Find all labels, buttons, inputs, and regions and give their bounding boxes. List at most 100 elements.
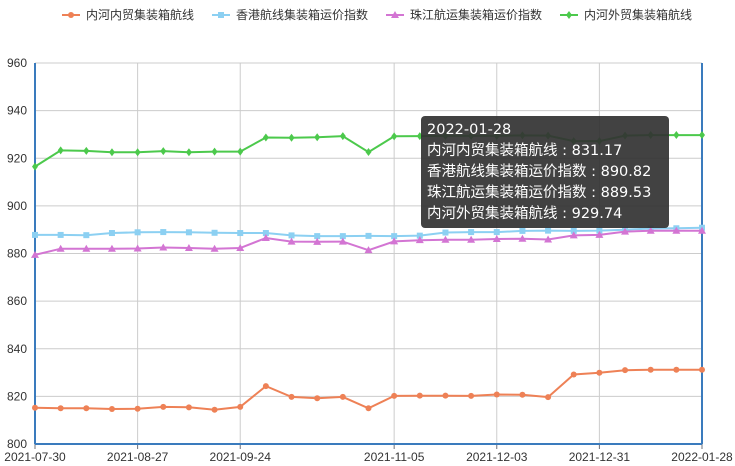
legend-item[interactable]: 珠江航运集装箱运价指数 [386,7,542,22]
data-point [56,244,65,252]
y-tick-label: 840 [7,342,27,356]
data-point [159,243,168,251]
data-point [134,405,141,412]
data-point [339,132,346,141]
x-tick-label: 2021-09-24 [210,450,272,464]
data-point [545,394,552,401]
tooltip-line: 内河外贸集装箱航线 : 929.74 [427,206,623,222]
data-point [237,230,244,237]
data-point [364,246,373,254]
series-0 [32,366,705,413]
data-point [185,404,192,411]
data-point [468,392,475,399]
data-point [160,147,167,156]
data-point [32,162,38,171]
data-point [108,148,115,157]
y-tick-label: 820 [7,389,27,403]
data-point [211,147,218,156]
legend-label: 香港航线集装箱运价指数 [236,7,368,22]
tooltip-line: 内河内贸集装箱航线 : 831.17 [427,143,623,159]
data-point [699,366,705,373]
data-point [390,237,399,245]
legend-item[interactable]: 内河外贸集装箱航线 [560,7,692,22]
data-point [339,393,346,400]
data-point [365,148,372,157]
data-point [262,230,269,237]
x-tick-label: 2021-11-05 [364,450,425,464]
data-point [83,405,90,412]
data-point [287,237,296,245]
x-tick-label: 2021-07-30 [4,450,66,464]
data-point [566,11,572,19]
data-point [338,237,347,245]
data-point [57,231,64,238]
data-point [288,133,295,142]
data-point [442,392,449,399]
data-point [467,235,476,243]
data-point [442,229,449,236]
data-point [314,133,321,142]
data-point [570,227,577,234]
data-point [83,232,90,239]
legend-item[interactable]: 香港航线集装箱运价指数 [212,7,368,22]
data-point [57,405,64,412]
data-point [185,148,192,157]
data-point [391,132,398,141]
data-point [57,146,64,155]
data-point [314,233,321,240]
data-point [237,403,244,410]
data-point [391,11,399,18]
data-point [570,371,577,378]
data-point [210,244,219,252]
y-tick-label: 920 [7,151,27,165]
data-point [545,227,552,234]
data-point [83,146,90,155]
data-point [185,229,192,236]
data-point [468,229,475,236]
data-point [108,405,115,412]
data-point [415,236,424,244]
y-tick-label: 940 [7,104,27,118]
data-point [544,235,553,243]
legend[interactable]: 内河内贸集装箱航线 香港航线集装箱运价指数 珠江航运集装箱运价指数 内河外贸集装箱航线 [62,7,692,22]
data-point [622,367,629,374]
data-point [313,237,322,245]
data-point [134,229,141,236]
data-point [160,403,167,410]
data-point [82,244,91,252]
data-point [134,148,141,157]
data-point [288,232,295,239]
data-point [262,383,269,390]
data-point [288,393,295,400]
data-point [236,244,245,252]
data-point [646,226,655,234]
data-point [314,395,321,402]
data-point [596,369,603,376]
legend-item[interactable]: 内河内贸集装箱航线 [62,7,194,22]
tooltip: 2022-01-28 内河内贸集装箱航线 : 831.17 香港航线集装箱运价指… [421,116,669,228]
x-tick-label: 2021-12-31 [569,450,631,464]
data-point [365,405,372,412]
series-line [34,368,702,411]
data-point [672,226,681,234]
y-tick-label: 880 [7,247,27,261]
data-point [595,230,604,238]
data-point [261,234,270,242]
data-point [416,232,423,239]
data-point [218,12,224,18]
data-point [492,234,501,242]
data-point [673,131,680,140]
data-point [519,391,526,398]
data-point [262,133,269,142]
data-point [133,244,142,252]
data-point [699,131,705,140]
legend-label: 内河外贸集装箱航线 [584,7,692,22]
data-point [237,147,244,156]
data-point [365,232,372,239]
tooltip-date: 2022-01-28 [427,122,512,138]
data-point [493,391,500,398]
data-point [32,231,38,238]
data-point [184,244,193,252]
data-point [569,231,578,239]
